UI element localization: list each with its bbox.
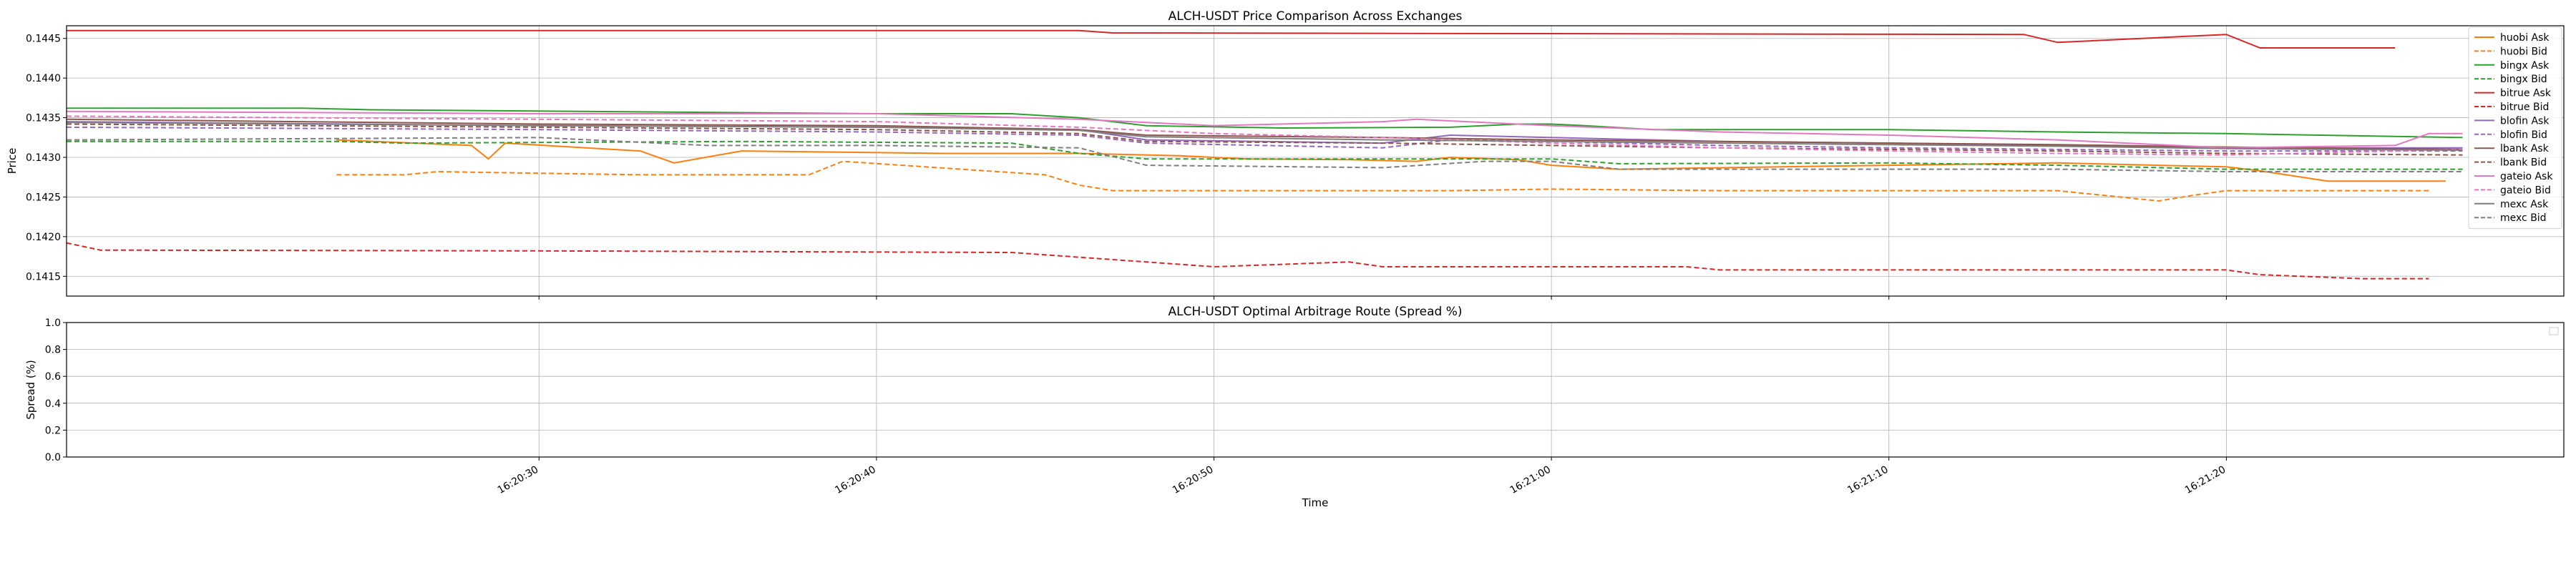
series-line-bitrue-ask xyxy=(67,29,2396,49)
bottom-title: ALCH-USDT Optimal Arbitrage Route (Sprea… xyxy=(1169,305,1463,319)
bottom-y-tick-label: 0.6 xyxy=(45,371,61,383)
bottom-y-axis-label: Spread (%) xyxy=(24,360,37,420)
top-y-tick-label: 0.1435 xyxy=(26,113,61,124)
top-title: ALCH-USDT Price Comparison Across Exchan… xyxy=(1169,9,1463,24)
top-y-tick-label: 0.1420 xyxy=(26,232,61,243)
series-line-bingx-bid xyxy=(67,140,2463,170)
top-y-axis-label: Price xyxy=(6,148,19,175)
bottom-y-tick-labels: 0.0 0.2 0.4 0.6 0.8 1.0 xyxy=(45,318,67,463)
legend-box xyxy=(2468,26,2562,230)
series-line-gateio-ask xyxy=(66,110,2463,149)
top-y-tick-label: 0.1415 xyxy=(26,271,61,282)
series-line-gateio-bid xyxy=(66,115,2463,156)
series-line-bingx-ask xyxy=(67,107,2463,139)
legend-label-lbank-bid: lbank Bid xyxy=(2500,157,2547,169)
legend-label-bingx-ask: bingx Ask xyxy=(2500,60,2550,72)
series-line-blofin-bid xyxy=(66,126,2463,152)
series-line-huobi-bid xyxy=(336,160,2429,202)
series-line-mexc-bid xyxy=(66,137,2463,172)
top-y-tick-label: 0.1445 xyxy=(26,34,61,45)
legend: huobi Ask huobi Bid bingx Ask bingx Bid bitr… xyxy=(2468,26,2562,230)
series-line-bitrue-bid xyxy=(66,242,2429,280)
series-line-lbank-bid xyxy=(66,123,2463,156)
bottom-y-tick-label: 0.0 xyxy=(45,452,61,463)
top-y-tick-label: 0.1440 xyxy=(26,73,61,84)
series-line-mexc-ask xyxy=(66,122,2463,151)
legend-label-bingx-bid: bingx Bid xyxy=(2500,74,2547,85)
series-line-lbank-ask xyxy=(66,118,2463,150)
legend-label-mexc-ask: mexc Ask xyxy=(2500,199,2549,210)
bottom-y-tick-label: 0.8 xyxy=(45,345,61,356)
top-y-tick-label: 0.1430 xyxy=(26,152,61,164)
bottom-axes-frame xyxy=(66,322,2565,458)
top-axes-frame xyxy=(66,25,2565,297)
legend-label-blofin-bid: blofin Bid xyxy=(2500,129,2547,141)
legend-label-bitrue-ask: bitrue Ask xyxy=(2500,88,2552,99)
bottom-y-tick-label: 1.0 xyxy=(45,318,61,329)
series-line-huobi-ask xyxy=(336,139,2446,182)
legend-label-blofin-ask: blofin Ask xyxy=(2500,115,2550,127)
x-axis-label: Time xyxy=(1302,496,1329,509)
legend-label-lbank-ask: lbank Ask xyxy=(2500,143,2550,154)
top-y-tick-labels: 0.1415 0.1420 0.1425 0.1430 0.1435 0.1440 0.14… xyxy=(26,34,67,282)
legend-label-bitrue-bid: bitrue Bid xyxy=(2500,102,2549,113)
legend-label-gateio-ask: gateio Ask xyxy=(2500,171,2553,182)
bottom-y-tick-label: 0.2 xyxy=(45,425,61,436)
top-series-lines xyxy=(66,29,2463,280)
top-y-tick-label: 0.1425 xyxy=(26,192,61,203)
bottom-empty-legend xyxy=(2549,327,2559,335)
legend-label-huobi-bid: huobi Bid xyxy=(2500,46,2547,57)
legend-label-mexc-bid: mexc Bid xyxy=(2500,212,2547,224)
bottom-y-tick-label: 0.4 xyxy=(45,398,61,410)
legend-label-huobi-ask: huobi Ask xyxy=(2500,32,2550,44)
legend-label-gateio-bid: gateio Bid xyxy=(2500,185,2551,196)
